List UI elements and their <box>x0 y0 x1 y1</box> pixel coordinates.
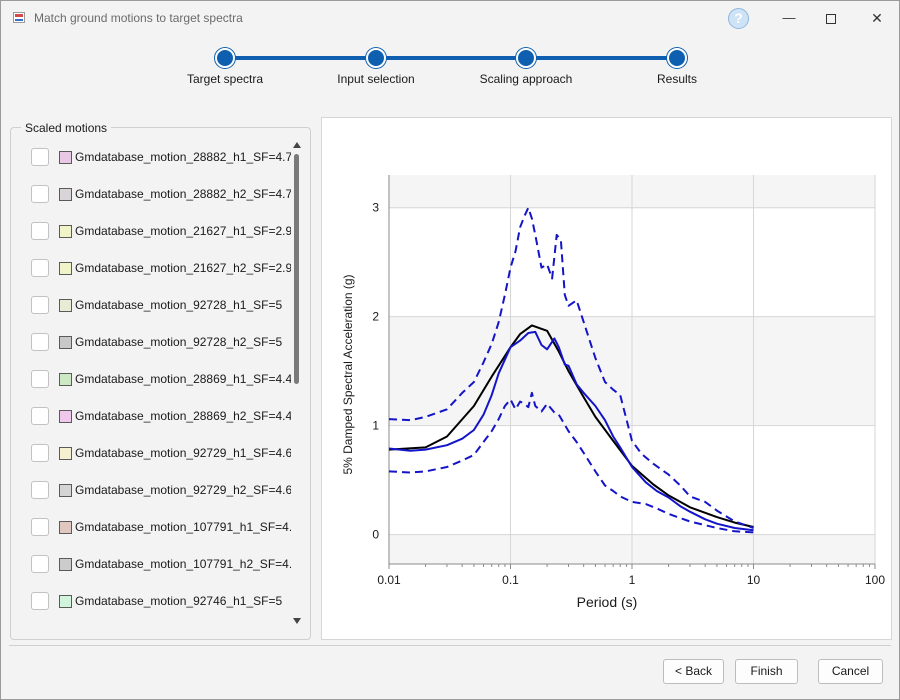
motion-color-swatch <box>59 521 72 534</box>
footer-separator <box>9 645 891 646</box>
motion-label: Gmdatabase_motion_28869_h1_SF=4.4 <box>75 372 291 386</box>
motion-checkbox[interactable] <box>31 370 49 388</box>
back-button[interactable]: < Back <box>663 659 724 684</box>
x-tick-label: 1 <box>629 573 636 587</box>
motion-item[interactable]: Gmdatabase_motion_107791_h2_SF=4.5 <box>21 552 291 574</box>
x-tick-label: 0.1 <box>502 573 519 587</box>
y-tick-label: 0 <box>372 528 379 542</box>
motion-checkbox[interactable] <box>31 444 49 462</box>
motion-item[interactable]: Gmdatabase_motion_92729_h1_SF=4.6 <box>21 441 291 463</box>
motion-item[interactable]: Gmdatabase_motion_28882_h1_SF=4.7 <box>21 145 291 167</box>
motion-color-swatch <box>59 151 72 164</box>
motion-checkbox[interactable] <box>31 555 49 573</box>
motion-checkbox[interactable] <box>31 296 49 314</box>
x-tick-label: 10 <box>747 573 761 587</box>
wizard-progress: Target spectra Input selection Scaling a… <box>1 41 899 93</box>
motion-checkbox[interactable] <box>31 592 49 610</box>
motion-label: Gmdatabase_motion_28869_h2_SF=4.4 <box>75 409 291 423</box>
motion-checkbox[interactable] <box>31 185 49 203</box>
motion-label: Gmdatabase_motion_92729_h1_SF=4.6 <box>75 446 291 460</box>
motion-label: Gmdatabase_motion_21627_h1_SF=2.9 <box>75 224 291 238</box>
series-line-1 <box>388 324 754 528</box>
wizard-step-2-label: Input selection <box>337 72 415 86</box>
close-icon[interactable]: ✕ <box>871 10 883 26</box>
wizard-step-3-dot[interactable] <box>516 48 536 68</box>
y-tick-label: 3 <box>372 201 379 215</box>
wizard-step-1-dot[interactable] <box>215 48 235 68</box>
motion-color-swatch <box>59 188 72 201</box>
motion-list-scrollbar[interactable] <box>292 142 302 629</box>
motion-color-swatch <box>59 336 72 349</box>
motion-item[interactable]: Gmdatabase_motion_28869_h2_SF=4.4 <box>21 404 291 426</box>
motion-color-swatch <box>59 299 72 312</box>
wizard-step-1-label: Target spectra <box>186 72 264 86</box>
motion-label: Gmdatabase_motion_28882_h2_SF=4.7 <box>75 187 291 201</box>
x-axis-title: Period (s) <box>577 594 638 610</box>
y-tick-label: 2 <box>372 310 379 324</box>
motion-checkbox[interactable] <box>31 481 49 499</box>
series-line-4 <box>388 391 754 534</box>
motion-label: Gmdatabase_motion_28882_h1_SF=4.7 <box>75 150 291 164</box>
x-tick-label: 0.01 <box>377 573 401 587</box>
scaled-motions-group: Scaled motions <box>10 121 311 640</box>
scroll-up-icon[interactable] <box>293 142 301 148</box>
motion-checkbox[interactable] <box>31 518 49 536</box>
motion-label: Gmdatabase_motion_107791_h1_SF=4.5 <box>75 520 291 534</box>
y-tick-label: 1 <box>372 419 379 433</box>
motion-item[interactable]: Gmdatabase_motion_28882_h2_SF=4.7 <box>21 182 291 204</box>
motion-color-swatch <box>59 373 72 386</box>
window-title: Match ground motions to target spectra <box>34 11 243 25</box>
app-icon <box>13 12 25 23</box>
spectra-chart: 0.01 0.1 1 10 100 0 1 2 3 Period (s) 5% Damped Spe… <box>341 175 885 610</box>
motion-checkbox[interactable] <box>31 333 49 351</box>
motion-color-swatch <box>59 558 72 571</box>
motion-checkbox[interactable] <box>31 407 49 425</box>
finish-button[interactable]: Finish <box>735 659 798 684</box>
wizard-track <box>225 56 677 60</box>
x-tick-label: 100 <box>865 573 885 587</box>
title-bar: Match ground motions to target spectra ?… <box>1 1 899 35</box>
maximize-icon[interactable] <box>817 7 845 29</box>
motion-color-swatch <box>59 410 72 423</box>
wizard-step-2-dot[interactable] <box>366 48 386 68</box>
motion-color-swatch <box>59 595 72 608</box>
motion-label: Gmdatabase_motion_92728_h1_SF=5 <box>75 298 283 312</box>
motion-label: Gmdatabase_motion_92728_h2_SF=5 <box>75 335 283 349</box>
motion-item[interactable]: Gmdatabase_motion_28869_h1_SF=4.4 <box>21 367 291 389</box>
help-icon[interactable]: ? <box>728 8 749 29</box>
motion-item[interactable]: Gmdatabase_motion_92746_h1_SF=5 <box>21 589 291 611</box>
motion-label: Gmdatabase_motion_107791_h2_SF=4.5 <box>75 557 291 571</box>
cancel-button[interactable]: Cancel <box>818 659 883 684</box>
motion-color-swatch <box>59 447 72 460</box>
motion-color-swatch <box>59 484 72 497</box>
motion-label: Gmdatabase_motion_92729_h2_SF=4.6 <box>75 483 291 497</box>
motion-color-swatch <box>59 262 72 275</box>
motion-item[interactable]: Gmdatabase_motion_92728_h2_SF=5 <box>21 330 291 352</box>
scroll-down-icon[interactable] <box>293 618 301 624</box>
wizard-step-4-dot[interactable] <box>667 48 687 68</box>
motion-item[interactable]: Gmdatabase_motion_92728_h1_SF=5 <box>21 293 291 315</box>
wizard-step-4-label: Results <box>656 72 697 86</box>
motion-label: Gmdatabase_motion_21627_h2_SF=2.9 <box>75 261 291 275</box>
y-axis-title: 5% Damped Spectral Acceleration (g) <box>341 274 355 474</box>
minimize-icon[interactable]: — <box>782 10 796 25</box>
spectra-chart-panel: 0.01 0.1 1 10 100 0 1 2 3 Period (s) 5% Damped Spe… <box>321 117 892 640</box>
scaled-motions-title: Scaled motions <box>21 121 112 135</box>
motion-item[interactable]: Gmdatabase_motion_92729_h2_SF=4.6 <box>21 478 291 500</box>
motion-checkbox[interactable] <box>31 222 49 240</box>
scroll-thumb[interactable] <box>294 154 299 384</box>
motion-checkbox[interactable] <box>31 148 49 166</box>
motion-item[interactable]: Gmdatabase_motion_21627_h1_SF=2.9 <box>21 219 291 241</box>
motion-list[interactable]: Gmdatabase_motion_28882_h1_SF=4.7 Gmdatab… <box>21 145 291 627</box>
motion-checkbox[interactable] <box>31 259 49 277</box>
wizard-step-3-label: Scaling approach <box>479 72 573 86</box>
motion-label: Gmdatabase_motion_92746_h1_SF=5 <box>75 594 283 608</box>
motion-color-swatch <box>59 225 72 238</box>
motion-item[interactable]: Gmdatabase_motion_107791_h1_SF=4.5 <box>21 515 291 537</box>
series-line-2 <box>388 330 754 532</box>
motion-item[interactable]: Gmdatabase_motion_21627_h2_SF=2.9 <box>21 256 291 278</box>
